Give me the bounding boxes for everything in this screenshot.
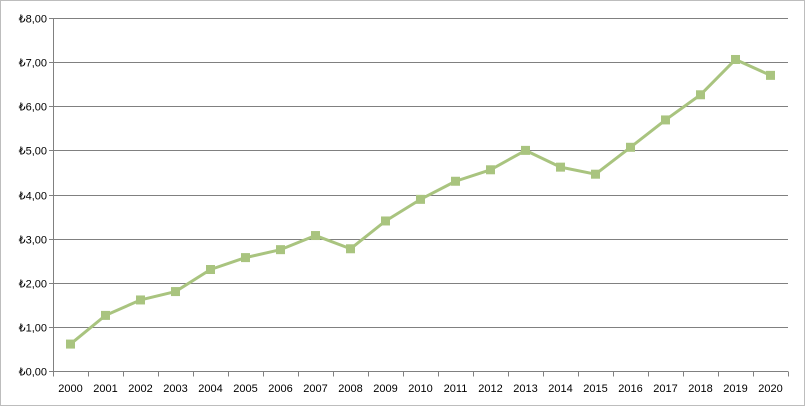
y-tick-label: ₺1,00 (19, 323, 47, 335)
x-tick-label: 2013 (513, 383, 537, 395)
y-tick-label: ₺0,00 (19, 367, 47, 379)
data-point-marker (206, 265, 215, 275)
x-tick-label: 2016 (618, 383, 642, 395)
y-tick-label: ₺8,00 (19, 14, 47, 26)
x-tick-label: 2015 (583, 383, 607, 395)
data-point-marker (101, 310, 110, 320)
data-point-marker (136, 295, 145, 305)
y-tick-label: ₺7,00 (19, 58, 47, 70)
data-point-marker (171, 287, 180, 297)
series-layer (66, 54, 775, 349)
label-layer: ₺0,00 ₺1,00 ₺2,00 ₺3,00 ₺4,00 ₺5,00 ₺6,00 ₺7,00… (19, 14, 783, 396)
y-tick-label: ₺4,00 (19, 191, 47, 203)
x-tick-label: 2006 (268, 383, 292, 395)
data-point-marker (556, 162, 565, 172)
y-tick-label: ₺2,00 (19, 279, 47, 291)
data-point-marker (66, 339, 75, 349)
data-point-marker (626, 142, 635, 152)
x-tick-label: 2000 (58, 383, 82, 395)
y-tick-label: ₺6,00 (19, 102, 47, 114)
x-tick-label: 2012 (478, 383, 502, 395)
x-tick-label: 2007 (303, 383, 327, 395)
data-point-marker (276, 245, 285, 255)
data-point-marker (661, 115, 670, 125)
x-tick-label: 2009 (373, 383, 397, 395)
x-tick-label: 2014 (548, 383, 572, 395)
data-point-marker (521, 145, 530, 155)
data-point-marker (766, 70, 775, 80)
data-point-marker (731, 54, 740, 64)
data-point-marker (346, 244, 355, 254)
data-point-marker (696, 90, 705, 100)
x-tick-label: 2018 (688, 383, 712, 395)
data-point-marker (241, 253, 250, 263)
x-tick-label: 2005 (233, 383, 257, 395)
y-tick-label: ₺5,00 (19, 146, 47, 158)
data-point-marker (416, 194, 425, 204)
x-tick-label: 2008 (338, 383, 362, 395)
x-tick-label: 2002 (128, 383, 152, 395)
x-tick-label: 2001 (93, 383, 117, 395)
x-tick-label: 2020 (758, 383, 782, 395)
y-tick-label: ₺3,00 (19, 235, 47, 247)
x-tick-label: 2011 (444, 383, 468, 395)
x-tick-label: 2010 (408, 383, 432, 395)
data-point-marker (591, 169, 600, 179)
x-tick-label: 2004 (198, 383, 222, 395)
data-point-marker (486, 165, 495, 175)
data-point-marker (381, 216, 390, 226)
data-point-marker (311, 231, 320, 241)
x-tick-label: 2003 (163, 383, 187, 395)
data-point-marker (451, 176, 460, 186)
x-tick-label: 2019 (723, 383, 747, 395)
x-tick-label: 2017 (653, 383, 677, 395)
axis-layer (49, 18, 789, 377)
grid-layer (53, 18, 788, 328)
